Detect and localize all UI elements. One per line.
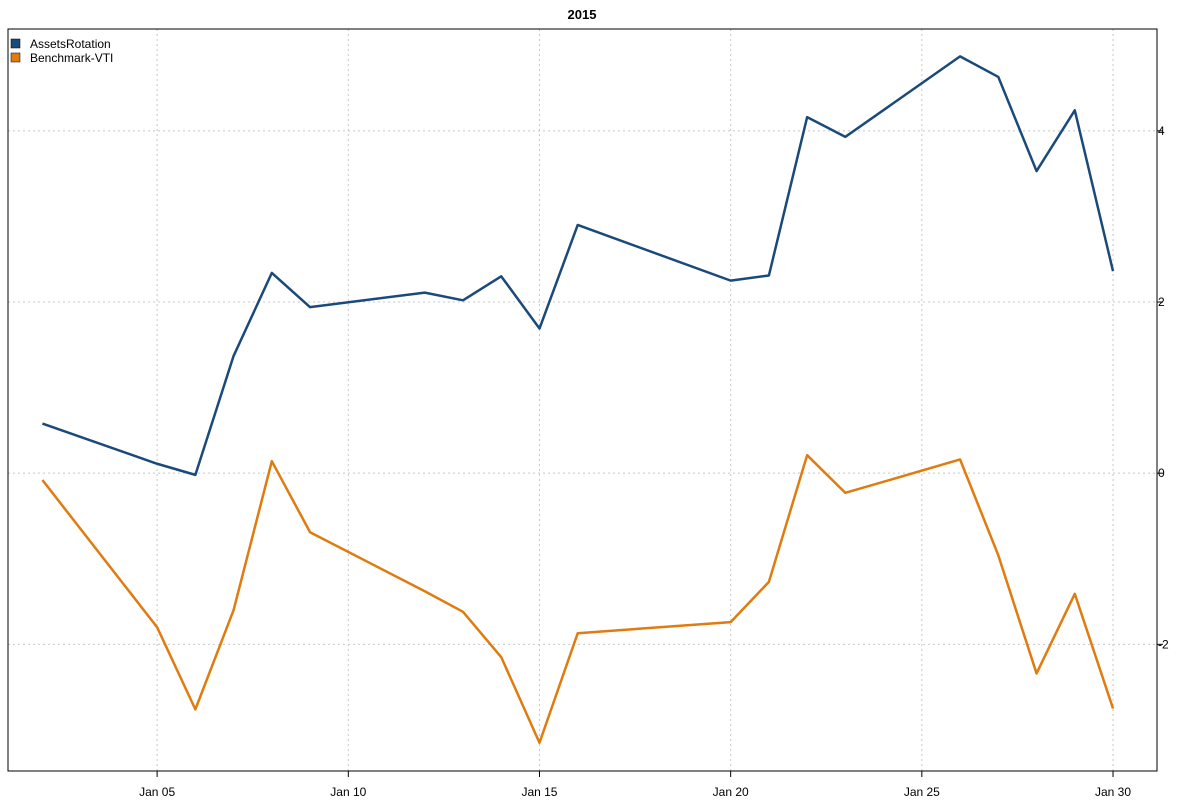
legend-swatch bbox=[10, 52, 21, 63]
x-tick-label: Jan 10 bbox=[330, 785, 366, 799]
y-tick-label: 4 bbox=[1158, 124, 1165, 138]
legend-label: AssetsRotation bbox=[30, 37, 111, 51]
x-tick-label: Jan 25 bbox=[904, 785, 940, 799]
chart-title: 2015 bbox=[568, 7, 597, 22]
x-tick-label: Jan 05 bbox=[139, 785, 175, 799]
legend-label: Benchmark-VTI bbox=[30, 51, 113, 65]
plot-frame bbox=[7, 28, 1158, 772]
x-tick-label: Jan 15 bbox=[521, 785, 557, 799]
y-tick-label: -2 bbox=[1158, 637, 1169, 651]
y-tick-label: 0 bbox=[1158, 466, 1165, 480]
y-tick-label: 2 bbox=[1158, 295, 1165, 309]
x-tick-label: Jan 30 bbox=[1095, 785, 1131, 799]
legend-swatch bbox=[10, 38, 21, 49]
x-tick-label: Jan 20 bbox=[713, 785, 749, 799]
series-line bbox=[41, 453, 1115, 745]
series-line bbox=[41, 55, 1115, 477]
